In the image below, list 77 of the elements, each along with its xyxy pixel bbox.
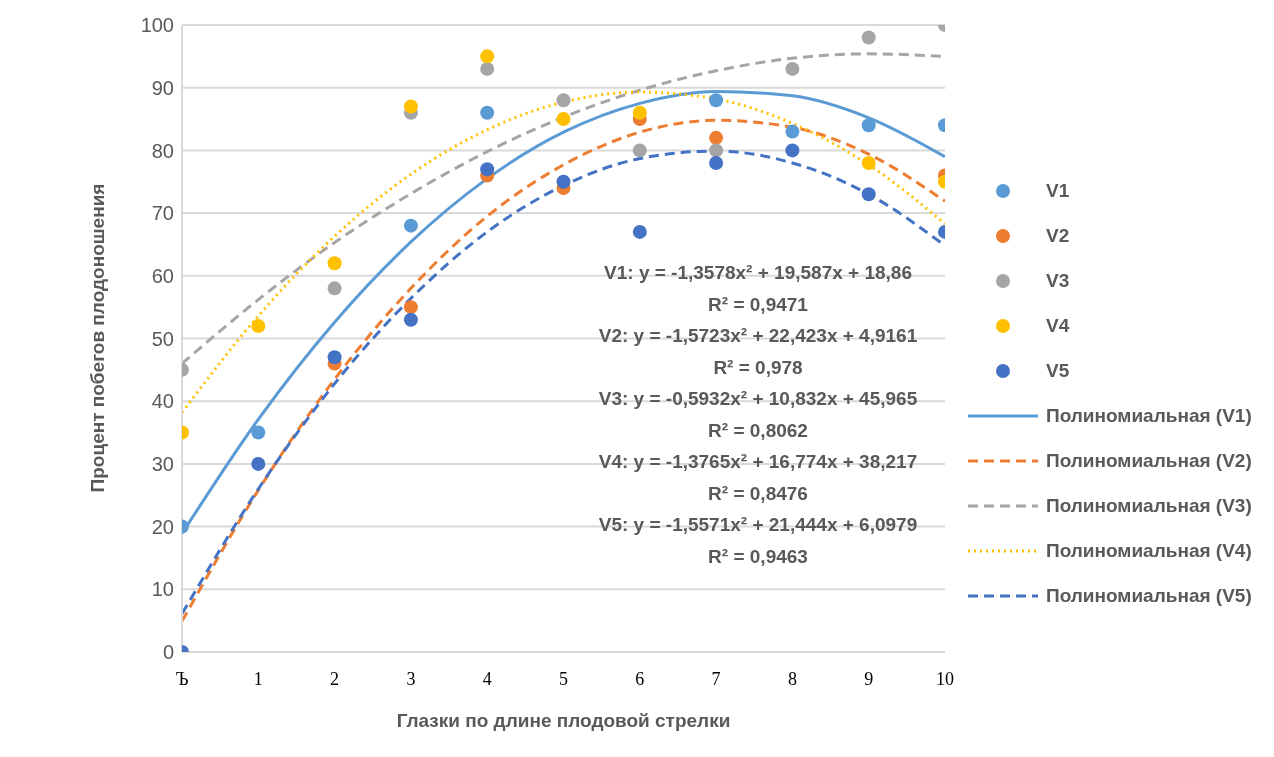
y-tick-label: 50 [151,327,174,350]
point [403,300,418,315]
x-tick-label: 9 [864,668,874,689]
annotation: R² = 0,978 [712,356,804,379]
point [403,312,418,327]
point [709,155,724,170]
point [785,143,800,158]
point [709,143,724,158]
point [251,425,266,440]
x-tick-label: 1 [253,668,263,689]
legend-label: V1 [1046,179,1070,202]
x-tick-label: 2 [330,668,340,689]
x-tick-label: 5 [559,668,568,689]
annotation: V5: y = -1,5571x² + 21,444x + 6,0979 [597,514,919,536]
point [403,218,418,233]
annotation: V3: y = -0,5932x² + 10,832x + 45,965 [597,388,919,410]
annotation: R² = 0,8476 [707,482,809,505]
legend-label: Полиномиальная (V4) [1046,539,1252,562]
y-tick-label: 100 [140,14,174,37]
y-tick-label: 90 [151,76,174,99]
point [632,143,647,158]
point [861,187,876,202]
point [327,256,342,271]
legend-label: Полиномиальная (V3) [1046,494,1252,517]
y-tick-label: 30 [151,453,174,475]
legend-label: V3 [1046,269,1070,292]
y-tick-label: 80 [151,139,174,162]
point [785,61,800,76]
x-tick-label: 8 [787,668,797,689]
y-tick-label: 40 [151,390,174,413]
point [403,99,418,114]
legend-label: V4 [1046,314,1070,337]
y-tick-label: 10 [151,578,174,601]
y-axis-title: Процент побегов плодоношения [87,183,109,493]
point [251,318,266,333]
point [861,30,876,45]
y-tick-label: 70 [151,202,174,225]
legend-label: V5 [1046,359,1070,382]
point [632,224,647,239]
point [480,105,495,120]
point [327,281,342,296]
annotation: V2: y = -1,5723x² + 22,423x + 4,9161 [597,325,919,347]
y-tick-label: 20 [151,515,174,538]
x-tick-label: 10 [936,668,954,689]
x-tick-label: 3 [406,668,416,689]
point [709,93,724,108]
x-tick-label: Ъ [175,668,189,689]
point [861,118,876,133]
x-axis-title: Глазки по длине плодовой стрелки [395,710,732,732]
point [709,130,724,145]
x-tick-label: 6 [635,668,645,689]
annotation: R² = 0,8062 [707,419,809,442]
x-tick-label: 7 [711,668,721,689]
y-tick-label: 60 [151,264,174,287]
point [632,105,647,120]
point [251,456,266,471]
line-series [182,89,945,535]
point [785,124,800,139]
annotation: R² = 0,9471 [707,293,809,316]
y-tick-label: 0 [162,641,174,664]
point [861,155,876,170]
legend-label: V2 [1046,224,1070,247]
point [556,112,571,127]
legend-label: Полиномиальная (V5) [1046,584,1252,607]
x-tick-label: 4 [482,668,492,689]
point [327,350,342,365]
legend-label: Полиномиальная (V2) [1046,449,1252,472]
legend-label: Полиномиальная (V1) [1046,404,1252,427]
point [480,49,495,64]
line-series [182,90,945,414]
annotation: V4: y = -1,3765x² + 16,774x + 38,217 [597,451,919,473]
point [480,162,495,177]
annotation: R² = 0,9463 [707,545,809,568]
point [480,61,495,76]
annotation: V1: y = -1,3578x² + 19,587x + 18,86 [603,262,913,284]
point [556,93,571,108]
point [556,174,571,189]
